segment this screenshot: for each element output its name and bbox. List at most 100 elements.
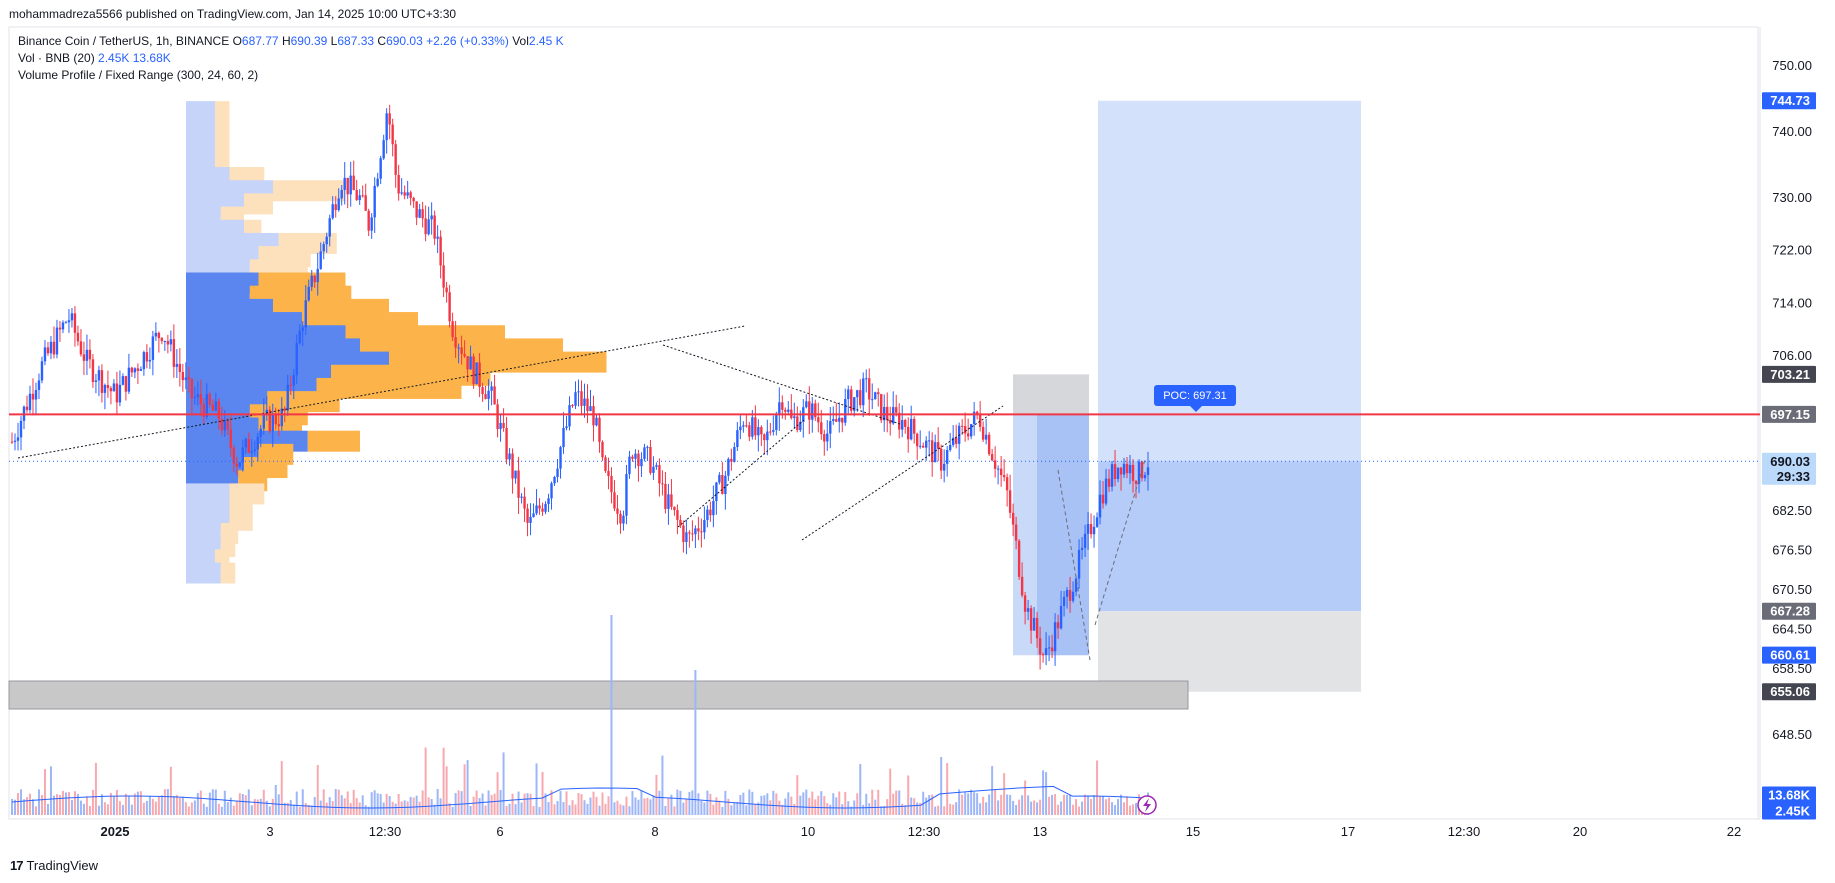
- volume-bar: [586, 803, 589, 815]
- volume-bar: [205, 806, 208, 815]
- volume-bar: [751, 791, 754, 815]
- candle-body: [817, 417, 820, 423]
- volume-bar: [166, 789, 169, 815]
- candle-body: [127, 367, 131, 392]
- candle-body: [67, 320, 71, 323]
- candle-body: [451, 321, 454, 338]
- candle-body: [16, 437, 20, 441]
- candle-body: [1053, 622, 1057, 652]
- volume-bar: [337, 789, 340, 815]
- candle-body: [274, 413, 277, 425]
- volume-bar: [433, 804, 436, 815]
- candle-body: [1119, 467, 1123, 475]
- candle-body: [739, 426, 742, 431]
- candle-body: [649, 446, 652, 473]
- candle-body: [865, 378, 868, 380]
- volume-bar: [982, 796, 985, 815]
- volume-bar: [943, 806, 946, 815]
- price-axis-label: 660.61: [1770, 648, 1810, 663]
- volume-bar: [529, 793, 532, 815]
- candle-body: [163, 341, 167, 343]
- volume-bar: [739, 794, 742, 815]
- volume-bar: [298, 806, 301, 815]
- tradingview-logo[interactable]: 17 TradingView: [10, 858, 98, 873]
- legend-volume-row[interactable]: Vol · BNB (20) 2.45K 13.68K: [18, 50, 564, 67]
- price-axis-label-bg: [1762, 786, 1816, 804]
- candle-body: [76, 332, 80, 342]
- volume-bar: [178, 797, 181, 815]
- volume-bar: [289, 800, 292, 815]
- candle-body: [436, 236, 439, 239]
- x-tick-label: 17: [1341, 824, 1355, 839]
- candle-body: [889, 420, 892, 424]
- candle-body: [409, 192, 412, 198]
- candle-body: [184, 377, 188, 381]
- volume-bar: [577, 793, 580, 815]
- price-axis-label: 744.73: [1770, 93, 1810, 108]
- candle-body: [691, 533, 694, 535]
- volume-bar: [937, 805, 940, 815]
- volume-bar: [46, 803, 49, 815]
- volume-bar: [211, 789, 214, 815]
- volume-bar: [862, 804, 865, 815]
- candle-body: [787, 409, 790, 412]
- volume-bar: [217, 803, 220, 815]
- volume-bar: [172, 795, 175, 815]
- candle-body: [388, 113, 391, 125]
- volume-bar: [469, 805, 472, 815]
- volume-bar: [421, 790, 424, 815]
- volume-bar: [490, 795, 493, 815]
- candle-body: [948, 444, 952, 451]
- candle-body: [238, 462, 241, 467]
- volume-bar: [430, 799, 433, 815]
- volume-bar: [607, 796, 610, 815]
- volume-bar: [811, 791, 814, 815]
- triangle-lower: [677, 419, 805, 528]
- candle-body: [655, 465, 658, 467]
- candle-body: [523, 496, 526, 509]
- volume-bar: [151, 798, 154, 815]
- volume-bar: [640, 790, 643, 815]
- legend-main-row: Binance Coin / TetherUS, 1h, BINANCE O68…: [18, 33, 564, 50]
- volume-bar: [301, 789, 304, 815]
- candle-body: [610, 476, 613, 493]
- candle-body: [241, 447, 244, 463]
- volume-bar: [712, 804, 715, 815]
- candle-body: [859, 390, 862, 406]
- volume-bar: [691, 790, 694, 815]
- volume-bar: [976, 793, 979, 815]
- volume-bar: [100, 794, 103, 815]
- volume-bar: [61, 790, 64, 815]
- candle-body: [718, 475, 721, 483]
- candle-body: [1098, 494, 1102, 518]
- volume-bar: [880, 806, 883, 815]
- legend-vp-row[interactable]: Volume Profile / Fixed Range (300, 24, 6…: [18, 67, 564, 84]
- volume-bar: [889, 768, 892, 815]
- volume-bar: [619, 804, 622, 815]
- legend-symbol[interactable]: Binance Coin / TetherUS, 1h, BINANCE: [18, 34, 230, 48]
- candle-body: [598, 417, 601, 442]
- candle-body: [1059, 605, 1063, 629]
- volume-bar: [370, 792, 373, 815]
- y-tick-label: 730.00: [1772, 190, 1812, 205]
- x-tick-label: 13: [1033, 824, 1047, 839]
- volume-bar: [544, 793, 547, 815]
- vp-down-bar: [220, 562, 236, 584]
- volume-bar: [349, 803, 352, 815]
- volume-bar: [1024, 780, 1027, 815]
- candle-body: [1029, 608, 1033, 631]
- candle-body: [904, 420, 907, 427]
- x-tick-label: 10: [801, 824, 815, 839]
- candle-body: [223, 419, 227, 431]
- volume-bar: [526, 793, 529, 815]
- volume-bar: [628, 806, 631, 815]
- price-axis-label: 2.45K: [1775, 804, 1810, 819]
- candle-body: [136, 368, 140, 371]
- volume-bar: [1039, 799, 1042, 815]
- candle-body: [46, 347, 50, 354]
- candle-body: [286, 384, 289, 411]
- candle-body: [781, 402, 784, 410]
- volume-bar: [466, 760, 469, 815]
- volume-bar: [1072, 804, 1075, 815]
